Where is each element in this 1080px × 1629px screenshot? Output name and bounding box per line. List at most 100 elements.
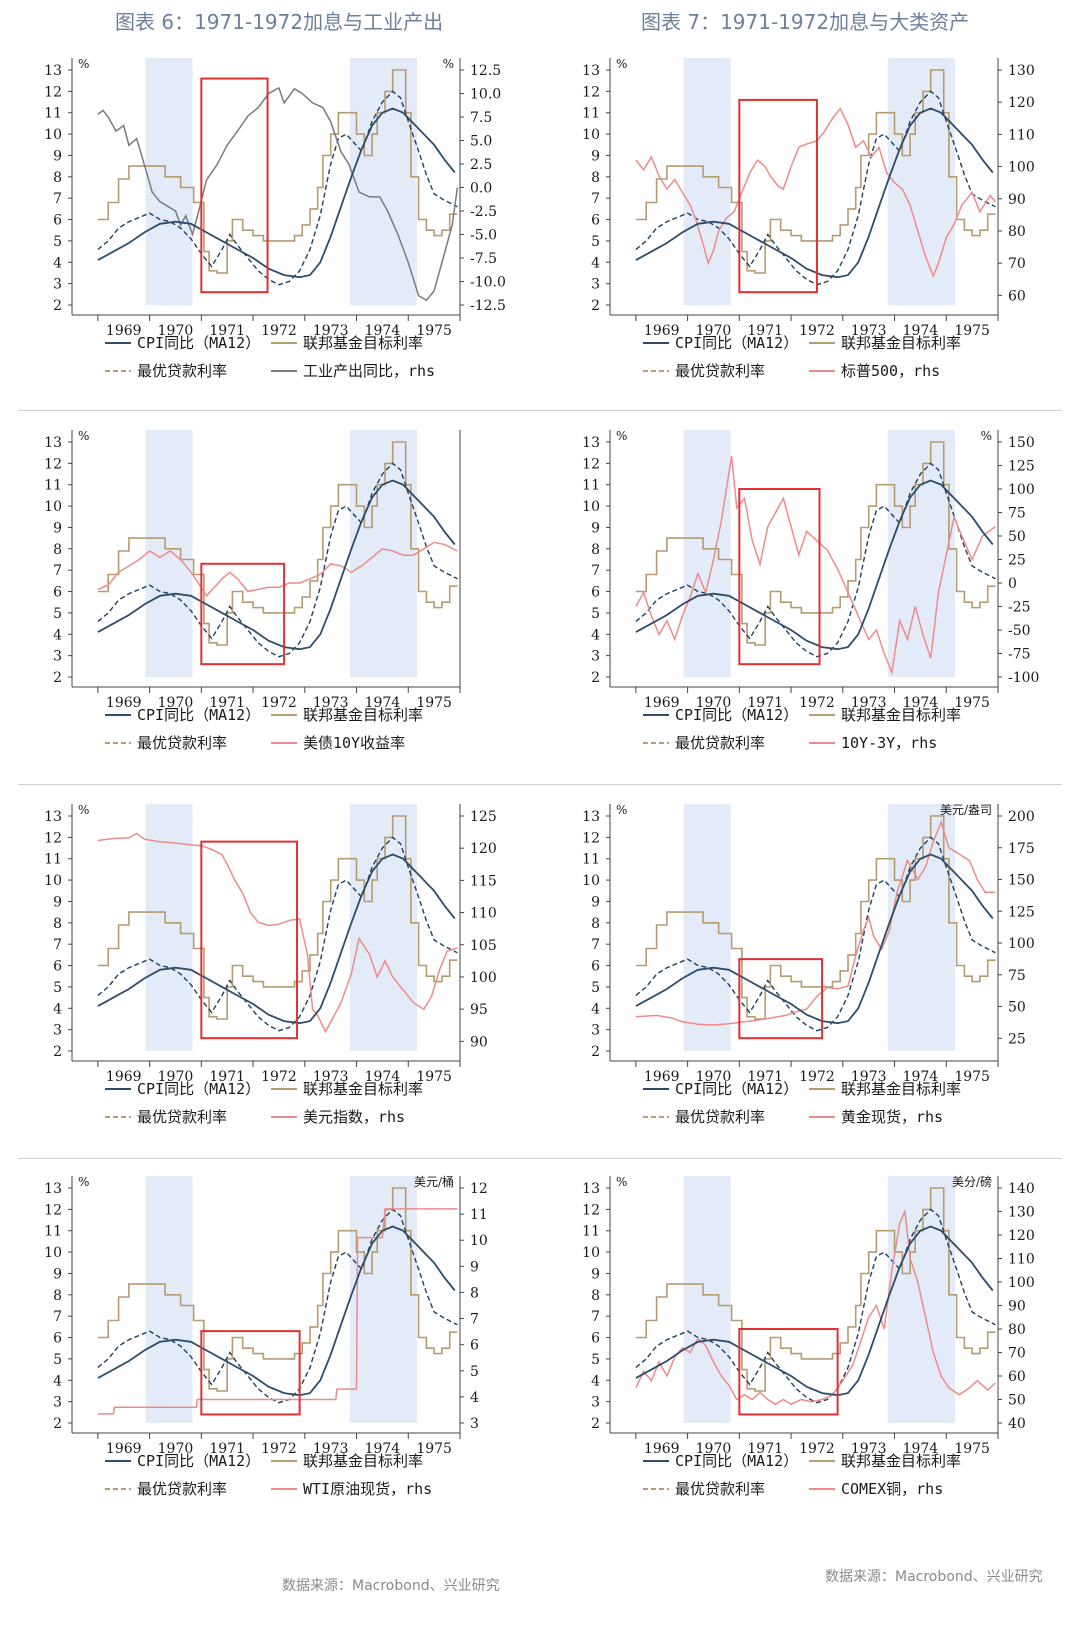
source-note-right: 数据来源：Macrobond、兴业研究 [825,1569,1043,1585]
left-tick-label: 7 [591,191,600,207]
right-tick-label: 110 [1008,1252,1035,1268]
left-tick-label: 12 [582,84,600,100]
legend-fed-label: 联邦基金目标利率 [841,334,961,352]
right-tick-label: 140 [1008,1181,1035,1197]
highlight-box [738,488,821,666]
left-tick-label: 10 [582,127,600,143]
legend-cpi-label: CPI同比（MA12） [675,1452,798,1470]
left-tick-label: 10 [44,499,62,515]
left-tick-label: 2 [591,1416,600,1432]
left-tick-label: 5 [591,606,600,622]
right-tick-label: 90 [1008,192,1026,208]
left-tick-label: 4 [53,627,62,643]
right-tick-label: 0 [1008,576,1017,592]
legend-rhs-label: WTI原油现货，rhs [303,1480,432,1498]
legend-fed-label: 联邦基金目标利率 [303,706,423,724]
left-unit-label: % [616,57,627,71]
right-tick-label: -75 [1008,647,1031,663]
prime-rate-line [97,836,458,1032]
left-tick-label: 3 [591,277,600,293]
left-tick-label: 8 [591,542,600,558]
left-tick-label: 6 [53,213,62,229]
left-tick-label: 8 [591,916,600,932]
recession-band [145,58,193,305]
right-tick-label: 40 [1008,1416,1026,1432]
right-tick-label: 3 [470,1416,479,1432]
left-tick-label: 8 [591,170,600,186]
right-tick-label: 200 [1008,809,1035,825]
x-tick-label: 1973 [313,695,349,711]
left-tick-label: 3 [591,649,600,665]
left-tick-label: 6 [53,585,62,601]
left-unit-label: % [78,57,89,71]
fed-funds-line [635,441,996,646]
row-separator [18,784,1062,785]
right-tick-label: 125 [1008,459,1035,475]
x-tick-label: 1970 [158,1069,194,1085]
right-tick-label: -7.5 [470,251,497,267]
left-tick-label: 7 [591,1309,600,1325]
left-tick-label: 12 [582,456,600,472]
right-tick-label: 120 [1008,95,1035,111]
legend-prime-label: 最优贷款利率 [675,1108,765,1126]
left-tick-label: 10 [44,127,62,143]
left-tick-label: 12 [44,830,62,846]
left-tick-label: 5 [591,980,600,996]
x-tick-label: 1975 [954,323,990,339]
left-tick-label: 12 [44,1202,62,1218]
left-tick-label: 3 [591,1023,600,1039]
right-tick-label: 125 [1008,904,1035,920]
legend-cpi-label: CPI同比（MA12） [675,706,798,724]
right-tick-label: 12.5 [470,63,501,79]
left-tick-label: 10 [582,499,600,515]
left-tick-label: 11 [582,1224,600,1240]
left-tick-label: 11 [582,852,600,868]
left-tick-label: 3 [53,1395,62,1411]
left-tick-label: 11 [44,1224,62,1240]
x-tick-label: 1974 [365,323,401,339]
rhs-series-line [635,455,996,676]
rhs-series-line [97,541,458,598]
right-tick-label: 7.5 [470,110,492,126]
right-tick-label: 110 [470,906,497,922]
left-unit-label: % [78,429,89,443]
left-tick-label: 8 [53,542,62,558]
recession-band [683,804,731,1051]
right-tick-label: 130 [1008,1205,1035,1221]
prime-rate-line [97,1208,458,1404]
recession-band [145,804,193,1051]
legend-cpi-label: CPI同比（MA12） [137,1080,260,1098]
fed-funds-line [97,441,458,646]
right-tick-label: 10.0 [470,87,501,103]
cpi-line [635,107,994,279]
right-tick-label: 120 [470,841,497,857]
left-tick-label: 7 [53,937,62,953]
x-tick-label: 1970 [696,1441,732,1457]
recession-band [683,430,731,677]
left-tick-label: 5 [53,980,62,996]
x-tick-label: 1969 [106,323,142,339]
left-tick-label: 7 [53,563,62,579]
x-tick-label: 1970 [158,1441,194,1457]
highlight-box [738,1328,839,1416]
legend-rhs-label: 10Y-3Y，rhs [841,734,937,752]
rhs-series-line [97,1208,458,1415]
cpi-line [97,479,456,651]
left-tick-label: 13 [582,809,600,825]
rhs-series-line [635,1208,996,1406]
cpi-line [97,853,456,1025]
right-tick-label: 0.0 [470,181,492,197]
legend-prime-label: 最优贷款利率 [675,362,765,380]
x-tick-label: 1975 [954,1441,990,1457]
x-tick-label: 1971 [747,1441,783,1457]
cpi-line [97,1225,456,1397]
left-tick-label: 2 [591,298,600,314]
left-tick-label: 2 [53,1044,62,1060]
title-left: 图表 6：1971-1972加息与工业产出 [115,10,444,34]
left-tick-label: 5 [591,234,600,250]
left-tick-label: 4 [53,1001,62,1017]
left-tick-label: 5 [53,234,62,250]
left-unit-label: % [616,803,627,817]
recession-band [145,1176,193,1423]
